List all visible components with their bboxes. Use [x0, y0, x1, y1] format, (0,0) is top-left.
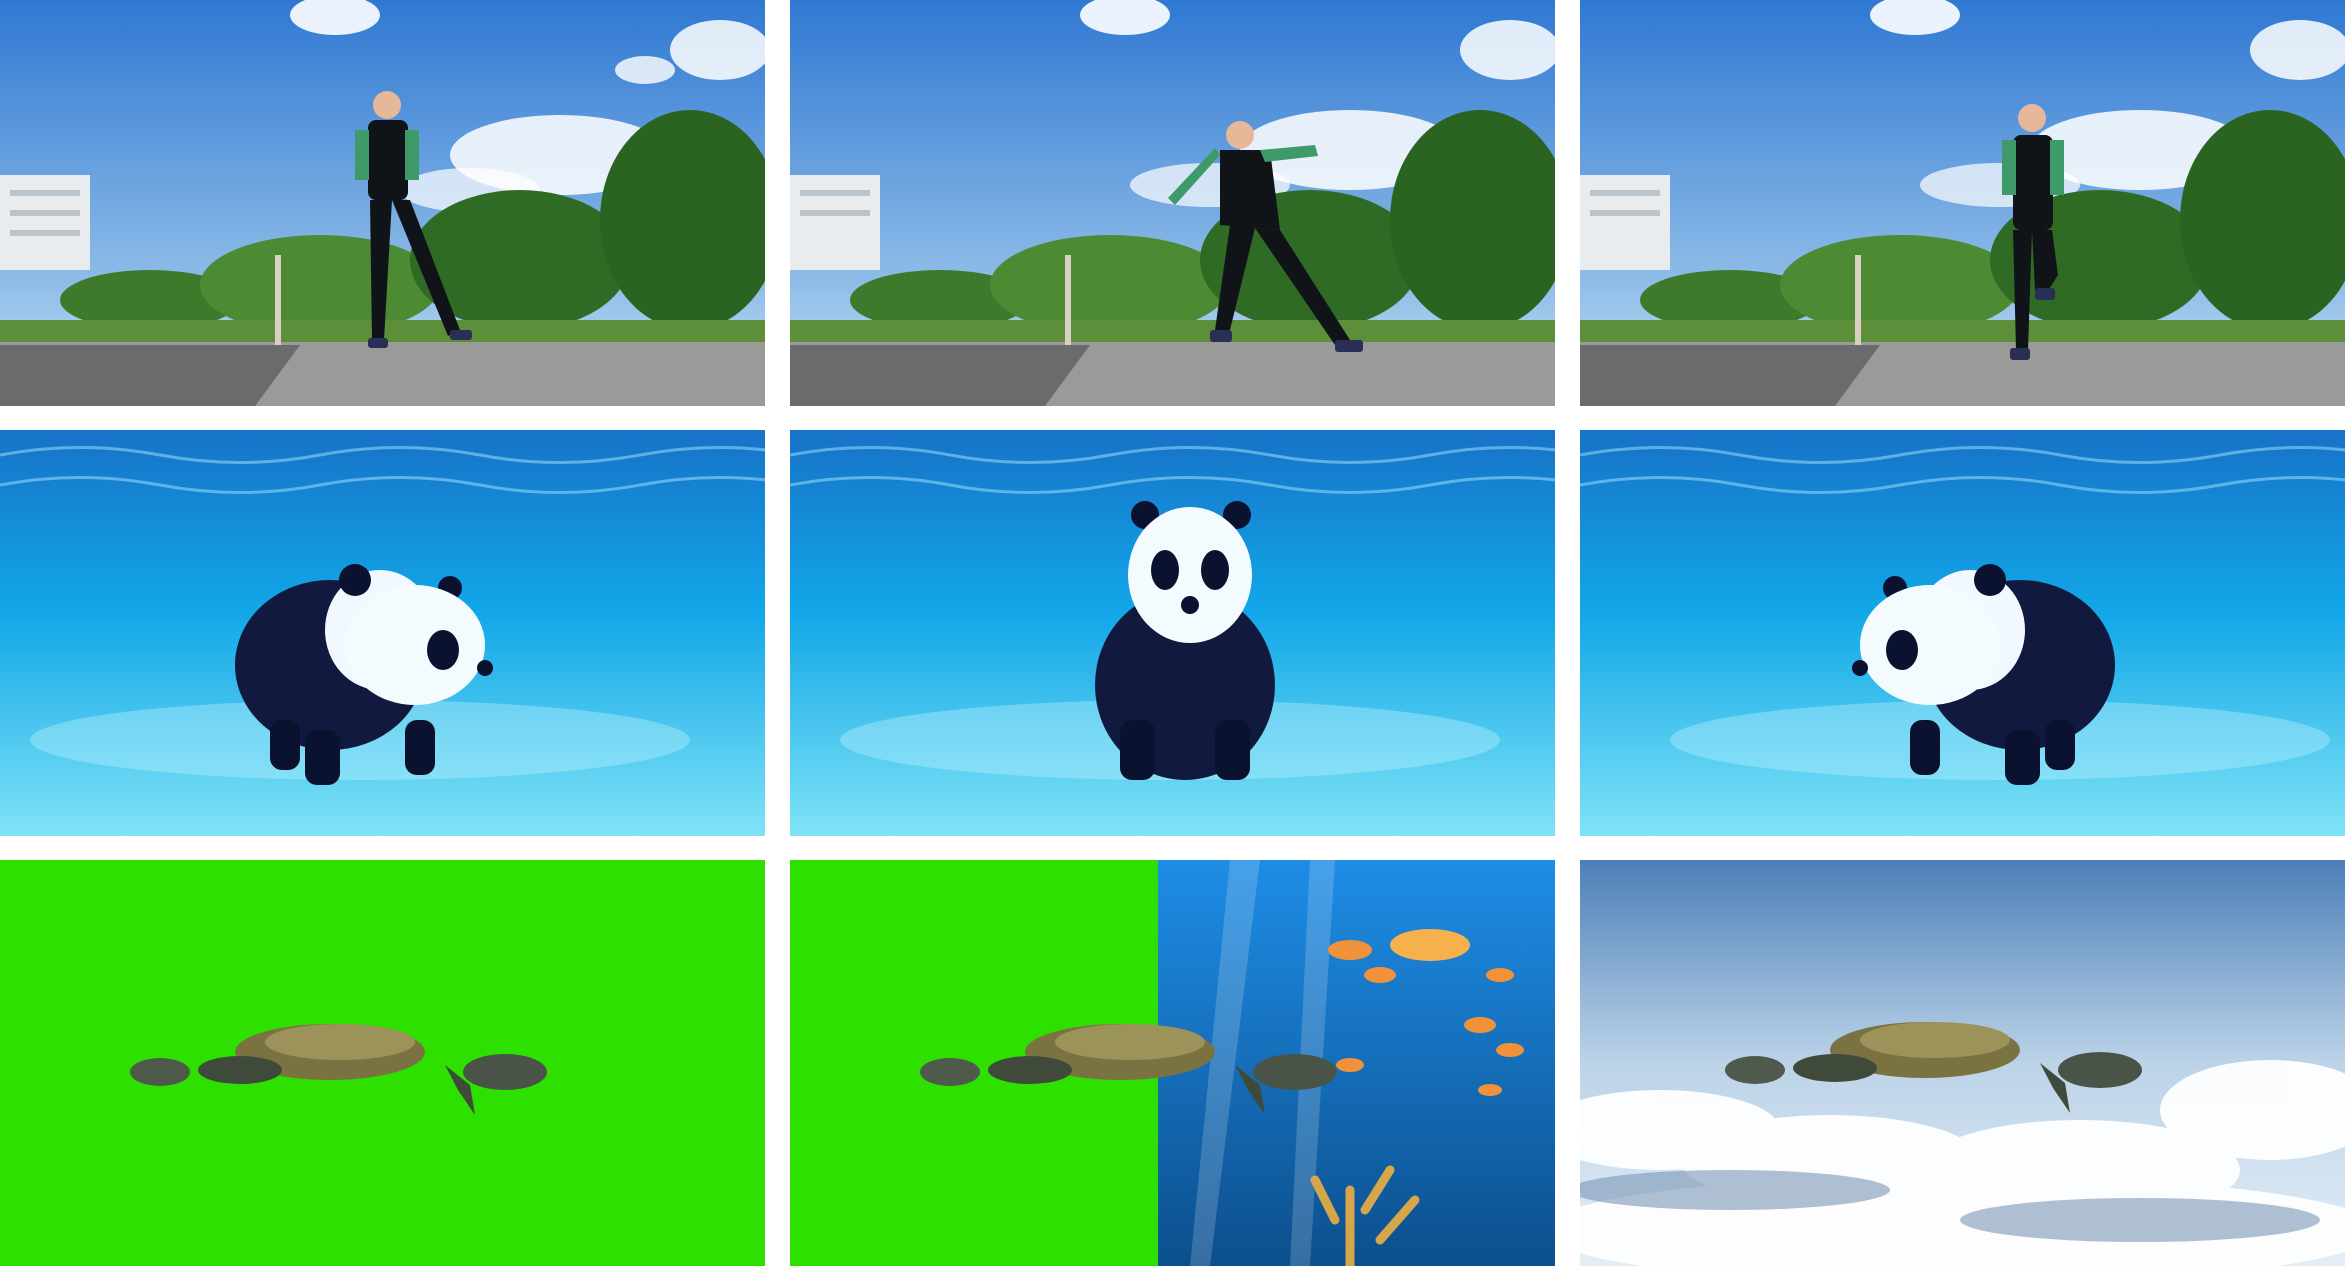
turtle-split-composite-image: [790, 860, 1555, 1266]
park-scene-3: [1580, 0, 2345, 406]
panda-underwater-left-image: [1580, 430, 2345, 836]
turtle-1: [130, 1024, 547, 1115]
park-scene-2: [790, 0, 1555, 406]
park-scene-1: [0, 0, 765, 406]
panda-body-1: [235, 564, 493, 785]
sky-cloud-scene: [1580, 860, 2345, 1266]
panda-body-2: [1095, 501, 1275, 780]
panda-underwater-right-image: [0, 430, 765, 836]
turtle-green-screen-image: [0, 860, 765, 1266]
panda-underwater-front-image: [790, 430, 1555, 836]
green-screen-scene: [0, 860, 765, 1266]
underwater-scene-3: [1580, 430, 2345, 836]
park-person-jumping-image: [0, 0, 765, 406]
split-composite-scene: [790, 860, 1555, 1266]
underwater-scene-1: [0, 430, 765, 836]
turtle-3: [1725, 1022, 2142, 1113]
turtle-2: [920, 1024, 1337, 1115]
panda-body-3: [1852, 564, 2115, 785]
park-person-kicking-image: [1580, 0, 2345, 406]
park-person-lunging-image: [790, 0, 1555, 406]
turtle-sky-composite-image: [1580, 860, 2345, 1266]
underwater-scene-2: [790, 430, 1555, 836]
